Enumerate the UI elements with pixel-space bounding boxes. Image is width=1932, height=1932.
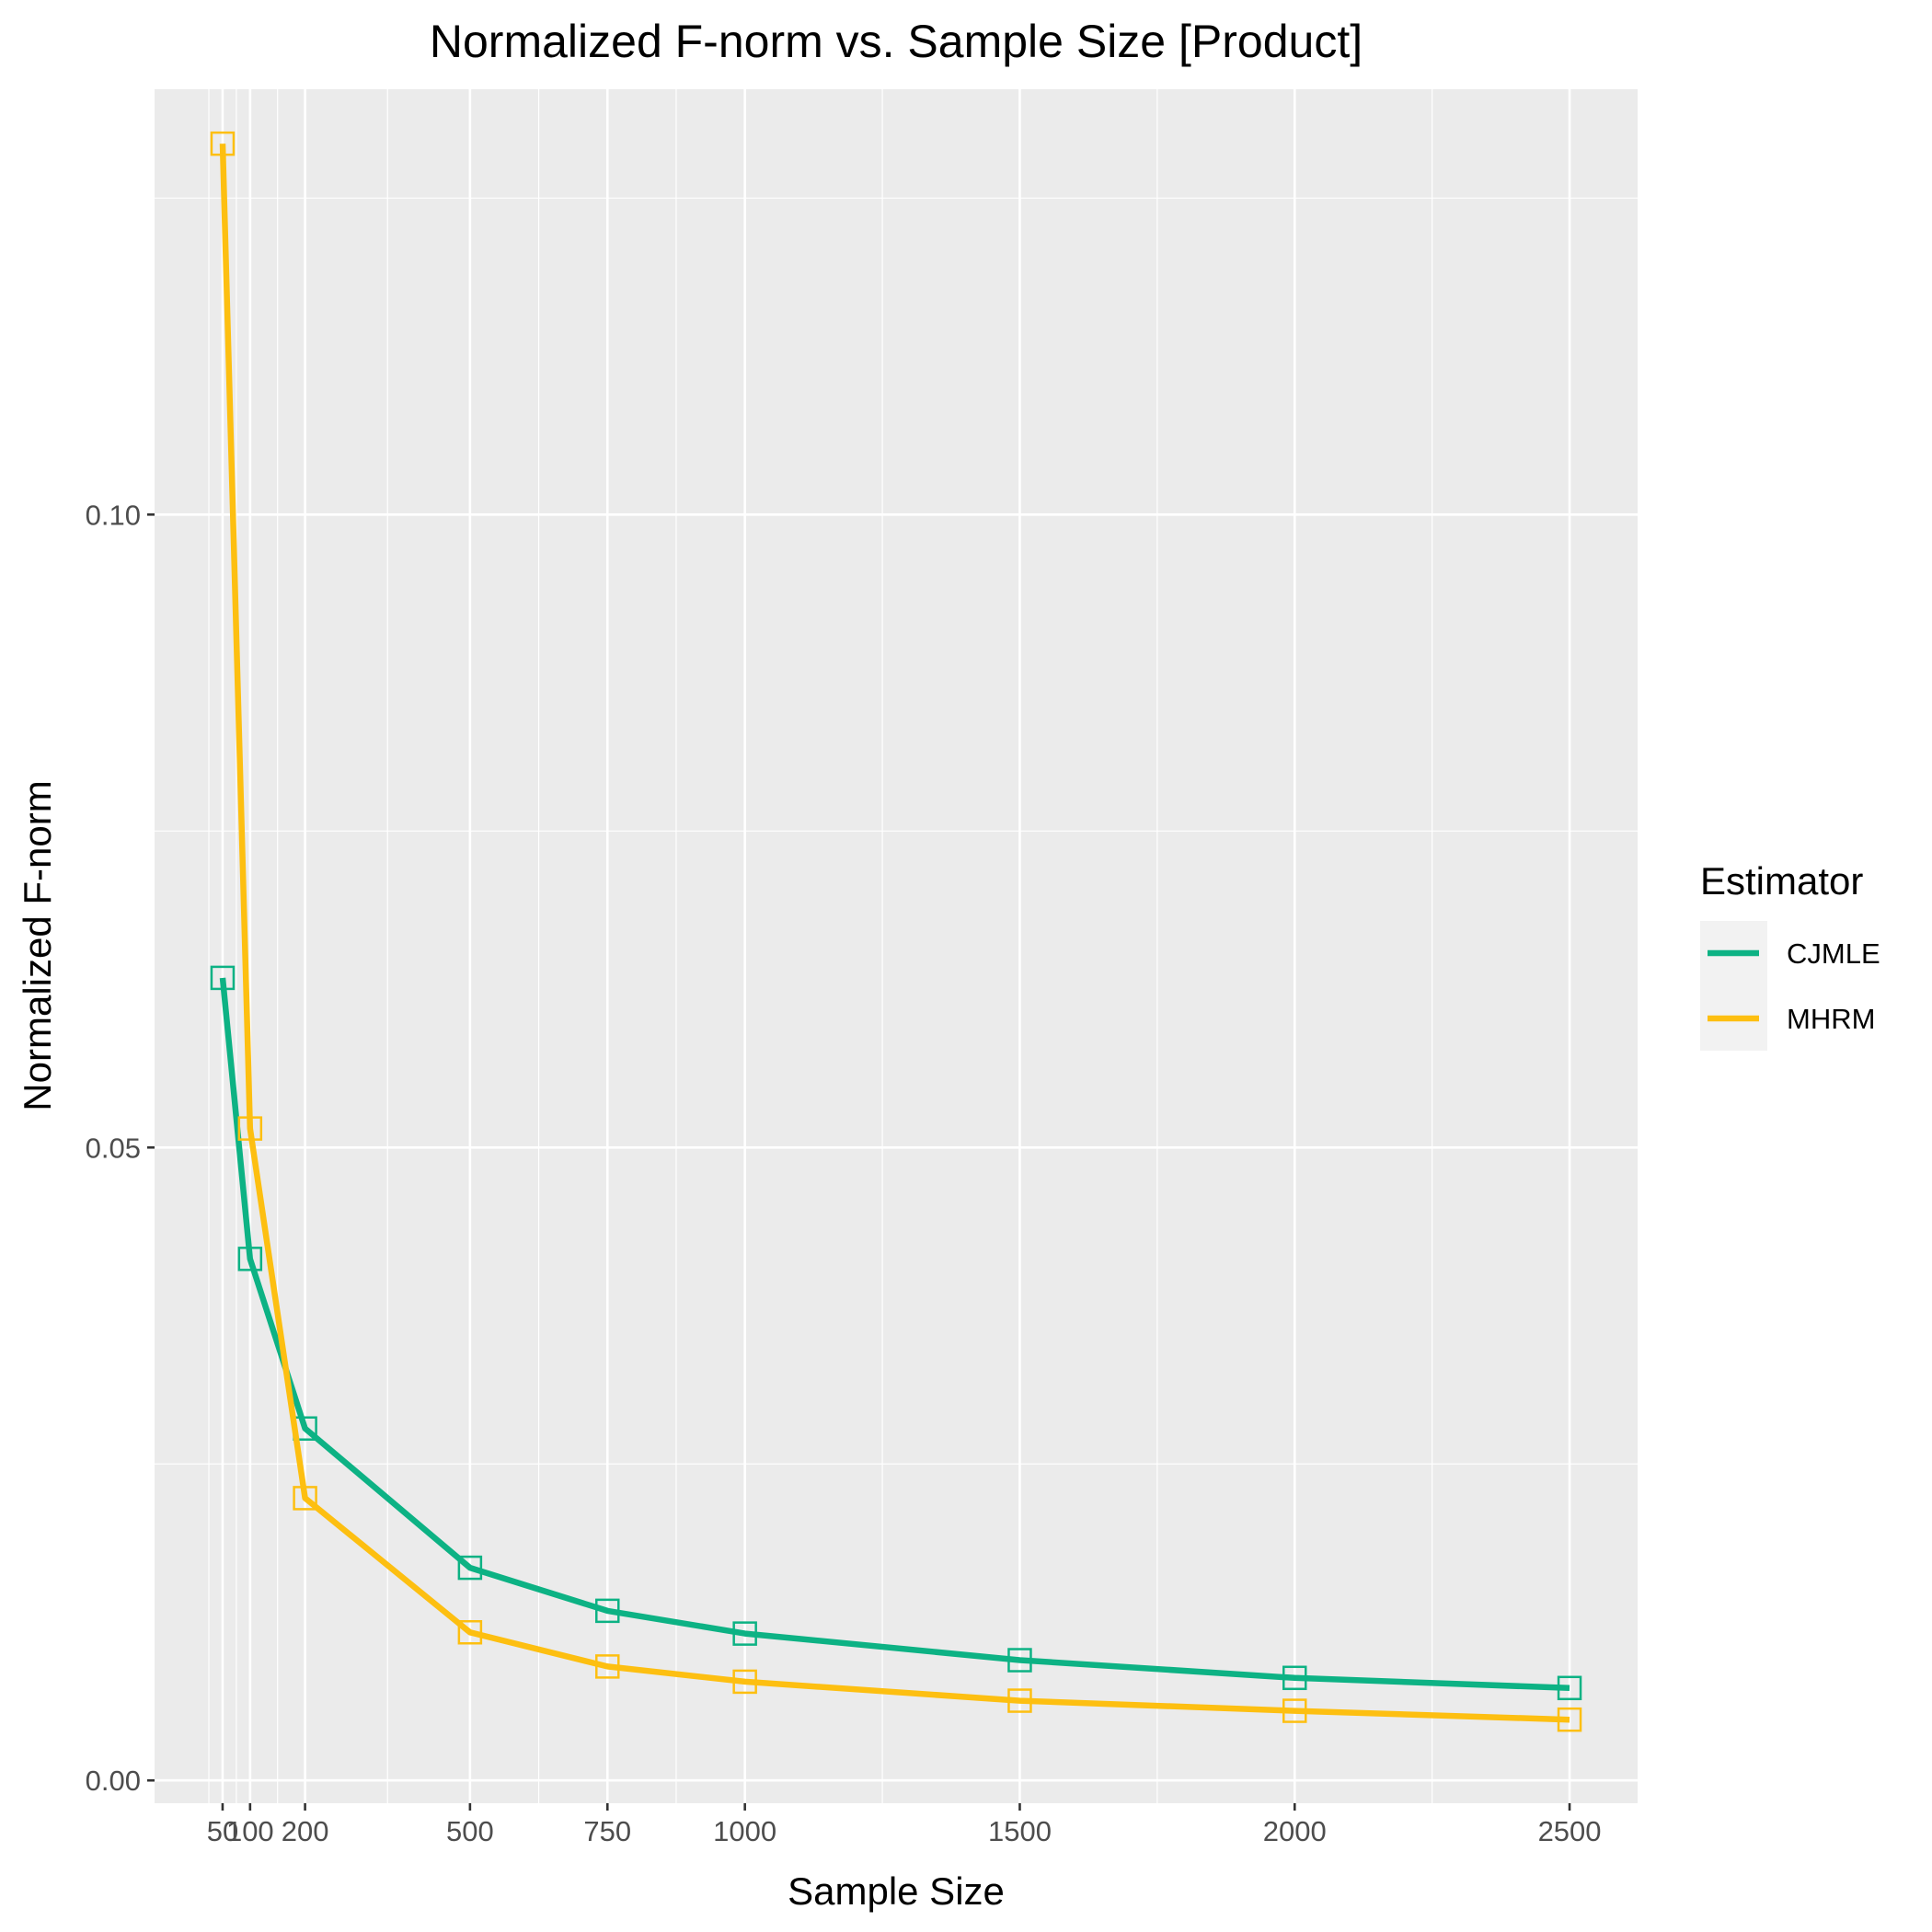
data-point-cjmle [457,1555,483,1581]
minor-gridlines [155,89,1638,1803]
data-point-cjmle [1007,1648,1032,1673]
y-tick-label: 0.10 [86,499,141,531]
x-tick-label: 50 [207,1815,238,1847]
legend-label-cjmle: CJMLE [1787,937,1880,970]
data-point-mhrm [293,1486,317,1511]
data-point-cjmle [1282,1665,1307,1691]
plot-panel [155,89,1638,1803]
major-gridlines [155,89,1638,1803]
y-tick-label: 0.05 [86,1132,141,1164]
y-tick-label: 0.00 [86,1765,141,1797]
data-point-mhrm [1282,1698,1307,1723]
series-line-mhrm [219,144,1570,1723]
series-layer [210,131,1582,1732]
data-point-cjmle [595,1598,620,1624]
x-tick-label: 100 [226,1815,274,1847]
legend-key-background [1700,921,1767,1051]
data-point-cjmle [732,1621,757,1646]
chart-title: Normalized F-norm vs. Sample Size [Produ… [430,16,1363,67]
legend: Estimator CJMLE MHRM [1700,859,1880,1051]
data-point-mhrm [210,131,236,156]
x-tick-label: 2500 [1538,1815,1602,1847]
data-point-cjmle [210,965,236,991]
x-tick-label: 750 [583,1815,631,1847]
legend-title: Estimator [1700,859,1863,903]
data-point-mhrm [732,1669,757,1695]
x-axis-title: Sample Size [788,1869,1005,1913]
data-point-mhrm [595,1654,620,1679]
x-tick-label: 500 [446,1815,494,1847]
data-point-mhrm [1557,1707,1582,1732]
x-tick-label: 2000 [1263,1815,1327,1847]
legend-label-mhrm: MHRM [1787,1003,1875,1035]
data-point-mhrm [457,1620,483,1645]
x-tick-label: 1500 [988,1815,1052,1847]
x-tick-label: 1000 [713,1815,776,1847]
data-point-mhrm [1007,1688,1032,1713]
data-point-cjmle [237,1247,263,1271]
data-point-mhrm [237,1116,263,1141]
y-axis-title: Normalized F-norm [16,780,59,1110]
data-point-cjmle [1557,1675,1582,1701]
series-line-cjmle [219,977,1570,1692]
x-tick-label: 200 [282,1815,329,1847]
